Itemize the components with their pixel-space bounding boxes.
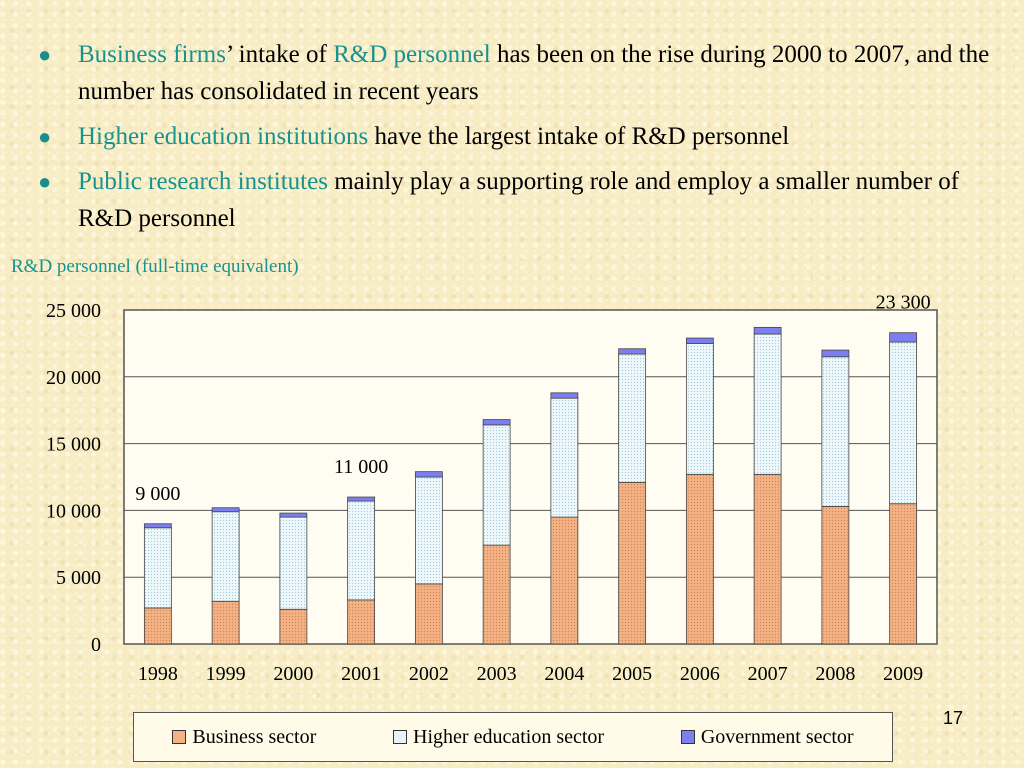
bar-segment [618, 353, 647, 483]
bar-segment [753, 333, 782, 475]
x-tick-label: 2008 [815, 663, 855, 685]
bar-segment [753, 473, 782, 645]
bullet-dot-icon: ● [38, 124, 52, 149]
bar-segment [889, 503, 918, 645]
bar-segment [482, 419, 511, 426]
x-tick-label: 2007 [748, 663, 788, 685]
bar-segment [211, 511, 240, 602]
x-tick-label: 2001 [341, 663, 381, 685]
bullet-highlight: R&D personnel [333, 41, 491, 68]
y-tick-label: 20 000 [46, 367, 101, 389]
bar-segment [143, 527, 172, 609]
legend-item: Government sector [680, 725, 854, 749]
x-tick-label: 2009 [883, 663, 923, 685]
x-tick-label: 2006 [680, 663, 720, 685]
x-tick-label: 2003 [477, 663, 517, 685]
bullet-highlight: Higher education institutions [78, 123, 369, 150]
bullet-text: ’ intake of [225, 41, 334, 68]
bar-segment [889, 341, 918, 505]
bar-segment [347, 496, 376, 502]
bar-segment [482, 544, 511, 645]
legend-swatch-icon [393, 730, 408, 744]
legend-label: Business sector [192, 725, 317, 748]
legend-swatch-icon [172, 730, 187, 744]
bar-segment [618, 348, 647, 355]
chart-plot: 0 5 000 10 000 15 000 20 000 25 000 1998 1999 20… [46, 292, 938, 685]
y-tick-label: 25 000 [46, 300, 101, 322]
bar-segment [279, 608, 308, 645]
data-label: 11 000 [334, 456, 388, 478]
y-tick-label: 10 000 [46, 500, 101, 522]
y-tick-label: 5 000 [56, 567, 101, 589]
bar-segment [482, 424, 511, 546]
bar-segment [347, 599, 376, 645]
bar-segment [821, 356, 850, 507]
bar-segment [685, 343, 714, 475]
bullet-item: ● Public research institutes mainly play… [38, 163, 998, 237]
bar-segment [821, 349, 850, 358]
bar-segment [279, 516, 308, 610]
bullet-item: ● Business firms’ intake of R&D personne… [38, 36, 998, 110]
x-tick-label: 1999 [206, 663, 246, 685]
bar-segment [618, 481, 647, 645]
bullet-highlight: Business firms [78, 41, 226, 68]
bullet-text: has been on the rise during 2000 to 2007… [78, 41, 990, 105]
bullet-text: mainly play a supporting role and employ… [78, 168, 960, 232]
x-tick-label: 1998 [138, 663, 178, 685]
bar-segment [685, 337, 714, 344]
page-number: 17 [943, 708, 964, 728]
bar-segment [414, 476, 443, 585]
x-tick-label: 2005 [612, 663, 652, 685]
legend-item: Higher education sector [393, 726, 604, 749]
chart: 0 5 000 10 000 15 000 20 000 25 000 1998 1999 20… [46, 292, 938, 685]
bar-segment [889, 332, 918, 343]
x-tick-label: 2004 [544, 663, 584, 685]
legend-label: Higher education sector [413, 725, 605, 748]
chart-legend: Business sector Higher education sector … [133, 712, 893, 762]
x-tick-label: 2000 [273, 663, 313, 685]
bar-segment [347, 500, 376, 601]
bar-segment [279, 512, 308, 518]
bar-segment [143, 607, 172, 645]
bar-segment [550, 516, 579, 645]
legend-swatch-icon [680, 730, 695, 744]
bullet-item: ● Higher education institutions have the… [38, 118, 998, 155]
bar-segment [143, 523, 172, 529]
bullet-highlight: Public research institutes [78, 168, 328, 195]
legend-item: Business sector [172, 726, 316, 749]
bullet-dot-icon: ● [38, 169, 52, 194]
bar-segment [550, 392, 579, 399]
bullet-text: have the largest intake of R&D personnel [368, 123, 790, 150]
bar-segment [685, 473, 714, 645]
bullet-dot-icon: ● [38, 42, 52, 67]
data-label: 23 300 [876, 292, 931, 314]
bar-segment [414, 471, 443, 478]
bar-segment [414, 583, 443, 645]
chart-title: R&D personnel (full-time equivalent) [11, 256, 299, 277]
plot-area [123, 309, 938, 645]
bar-segment [211, 600, 240, 645]
y-tick-label: 15 000 [46, 434, 101, 456]
x-tick-label: 2002 [409, 663, 449, 685]
data-label: 9 000 [135, 483, 180, 505]
bar-segment [211, 507, 240, 513]
y-tick-label: 0 [91, 634, 101, 656]
legend-label: Government sector [700, 725, 854, 748]
bar-segment [550, 397, 579, 518]
bar-segment [821, 505, 850, 645]
bar-segment [753, 326, 782, 335]
bullet-list: ● Business firms’ intake of R&D personne… [38, 36, 998, 245]
